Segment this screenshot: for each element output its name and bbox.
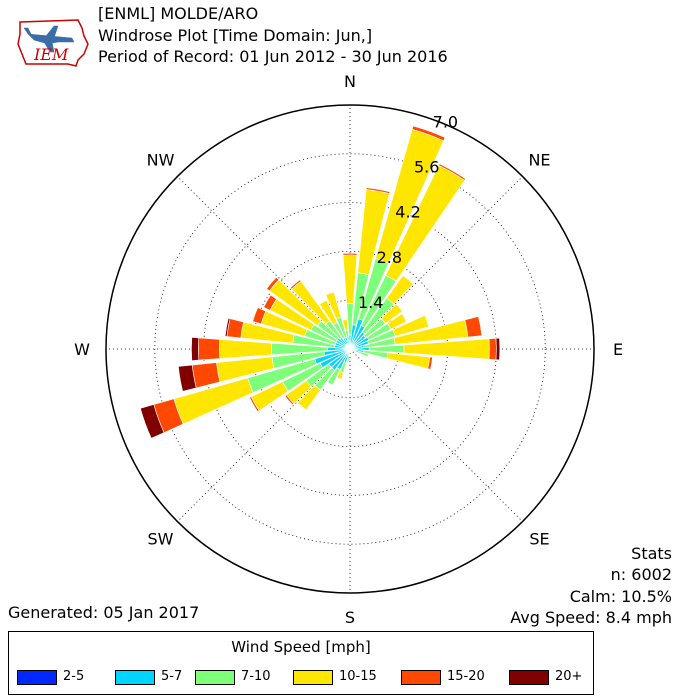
spoke-gridline xyxy=(177,176,351,350)
wind-bar-segment xyxy=(191,362,221,389)
wind-bar-segment xyxy=(411,125,446,142)
ring-gridline xyxy=(154,153,546,545)
wind-bar-segment xyxy=(319,299,338,325)
wind-bar-segment xyxy=(297,384,321,411)
station-title: [ENML] MOLDE/ARO xyxy=(98,4,259,23)
wind-bar-segment xyxy=(325,291,342,320)
wind-bar-segment xyxy=(346,355,350,362)
wind-bar-segment xyxy=(284,394,295,406)
legend-label: 10-15 xyxy=(339,669,377,684)
wind-bar-segment xyxy=(495,337,501,361)
legend-label: 15-20 xyxy=(447,669,485,684)
wind-bar-segment xyxy=(438,163,467,181)
wind-bar-segment xyxy=(290,279,302,290)
legend-label: 2-5 xyxy=(63,669,85,684)
wind-bar-segment xyxy=(191,337,200,361)
stats-calm: Calm: 10.5% xyxy=(569,587,672,606)
wind-bar-segment xyxy=(386,275,414,305)
wind-bar-segment xyxy=(224,317,231,337)
direction-label-s: S xyxy=(345,608,355,627)
wind-bar-segment xyxy=(342,254,358,305)
radial-tick-labels: 1.4 2.8 4.2 5.6 7.0 xyxy=(358,113,458,312)
direction-label-n: N xyxy=(344,72,356,91)
wind-bar-segment xyxy=(327,367,341,386)
wind-bar-segment xyxy=(266,276,280,292)
wind-bar-segment xyxy=(342,319,349,331)
legend-swatch xyxy=(401,669,441,685)
wind-bar-segment xyxy=(198,337,220,361)
legend: Wind Speed [mph] 2-5 5-7 7-10 10-15 15-2… xyxy=(8,631,594,695)
legend-item-20-plus: 20+ xyxy=(509,668,582,686)
period-of-record: Period of Record: 01 Jun 2012 - 30 Jun 2… xyxy=(98,47,448,66)
legend-item-2-5: 2-5 xyxy=(17,668,84,686)
radial-tick-label: 5.6 xyxy=(414,158,439,177)
stats-avg-speed: Avg Speed: 8.4 mph xyxy=(510,608,672,627)
wind-bar-segment xyxy=(263,294,277,311)
wind-bars xyxy=(140,125,501,439)
wind-bar-segment xyxy=(380,303,403,324)
wind-bar-segment xyxy=(342,252,358,256)
direction-label-sw: SW xyxy=(148,530,174,549)
stats-n: n: 6002 xyxy=(610,565,672,584)
radial-tick-label: 4.2 xyxy=(395,203,420,222)
wind-bar-segment xyxy=(365,187,391,194)
wind-bar-segment xyxy=(178,364,197,392)
wind-bar-segment xyxy=(249,396,260,413)
wind-bar-segment xyxy=(336,370,344,380)
spoke-gridline xyxy=(349,176,523,350)
legend-label: 20+ xyxy=(555,669,583,684)
legend-swatch xyxy=(115,669,155,685)
wind-bar-segment xyxy=(464,316,483,338)
wind-bar-segment xyxy=(392,315,430,337)
legend-title: Wind Speed [mph] xyxy=(231,638,371,656)
wind-bar-segment xyxy=(140,404,165,439)
direction-label-w: W xyxy=(74,340,90,359)
wind-bar-segment xyxy=(252,307,267,325)
legend-item-5-7: 5-7 xyxy=(115,668,182,686)
legend-swatch xyxy=(17,669,57,685)
direction-labels: N NE E SE S SW W NW xyxy=(74,72,623,627)
legend-swatch xyxy=(293,669,333,685)
direction-label-ne: NE xyxy=(528,150,550,169)
wind-bar-segment xyxy=(427,356,433,370)
direction-label-e: E xyxy=(613,340,623,359)
wind-bar-segment xyxy=(488,337,497,361)
radial-tick-label: 1.4 xyxy=(358,293,383,312)
plot-subtitle: Windrose Plot [Time Domain: Jun,] xyxy=(98,26,373,45)
legend-swatch xyxy=(509,669,549,685)
iem-logo: IEM xyxy=(17,19,89,67)
stats-title: Stats xyxy=(631,544,672,563)
outer-ring xyxy=(105,104,595,594)
legend-label: 5-7 xyxy=(161,669,183,684)
spoke-gridline xyxy=(349,348,523,522)
wind-bar-segment xyxy=(357,351,369,358)
generated-date: Generated: 05 Jan 2017 xyxy=(8,603,200,622)
wind-bar-segment xyxy=(386,352,431,370)
spoke-gridline xyxy=(177,348,351,522)
legend-item-10-15: 10-15 xyxy=(293,668,377,686)
logo-text: IEM xyxy=(33,45,69,64)
wind-bar-segment xyxy=(351,349,356,353)
wind-bar-segment xyxy=(218,339,273,359)
legend-swatch xyxy=(195,669,235,685)
legend-label: 7-10 xyxy=(241,669,271,684)
radial-tick-label: 7.0 xyxy=(433,113,458,132)
legend-item-15-20: 15-20 xyxy=(401,668,485,686)
radial-tick-label: 2.8 xyxy=(377,248,402,267)
direction-label-se: SE xyxy=(529,530,549,549)
legend-item-7-10: 7-10 xyxy=(195,668,271,686)
direction-label-nw: NW xyxy=(147,150,175,169)
wind-bar-segment xyxy=(387,313,407,330)
